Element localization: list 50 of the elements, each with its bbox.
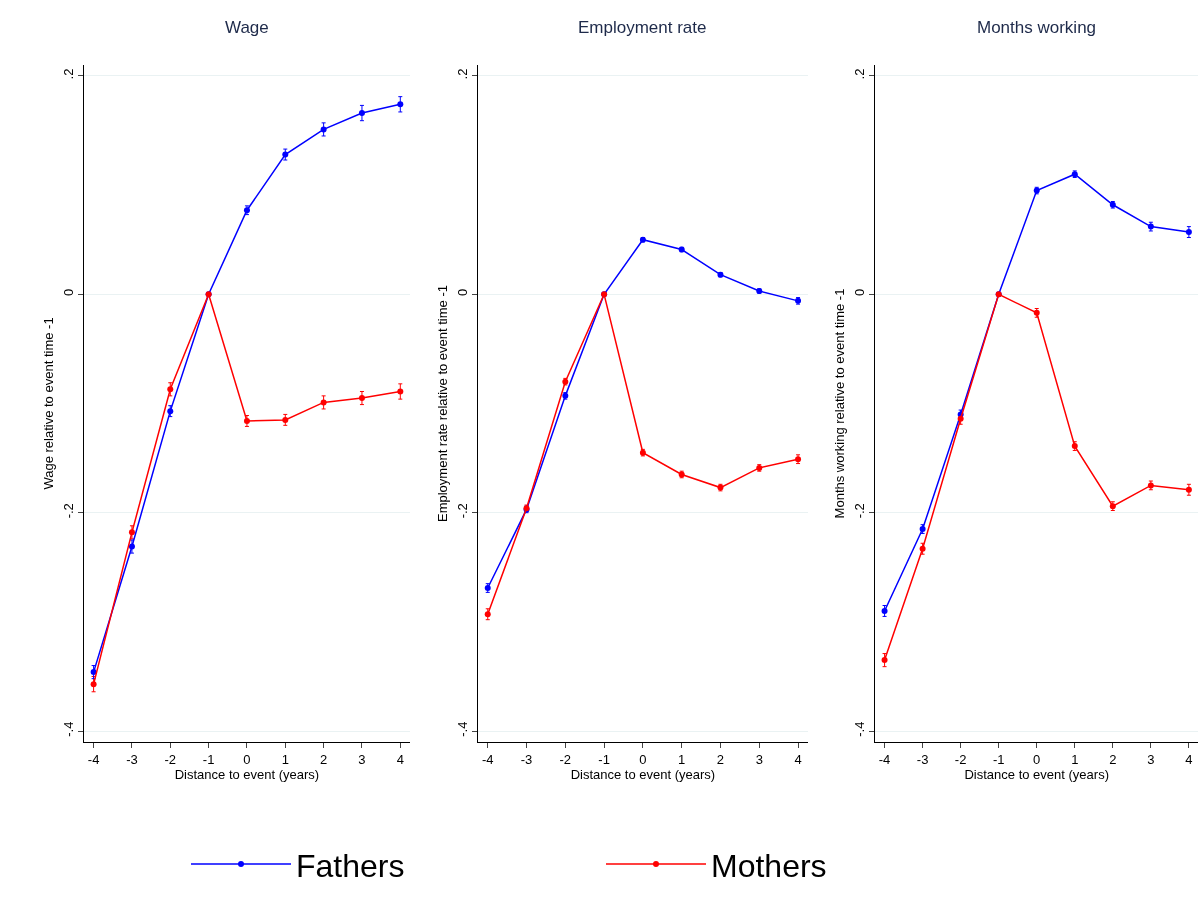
x-axis-title: Distance to event (years)	[174, 766, 320, 782]
chart-title: Months working	[977, 18, 1097, 37]
x-tick-label: 0	[243, 751, 251, 767]
x-axis-title: Distance to event (years)	[964, 766, 1109, 782]
x-tick-label: 1	[1071, 751, 1079, 767]
x-tick-label: -1	[598, 751, 610, 767]
x-tick-label: 0	[1033, 751, 1041, 767]
x-tick-label: 4	[396, 751, 404, 767]
y-tick-label: -.4	[454, 721, 470, 737]
x-tick-label: 2	[1109, 751, 1117, 767]
y-tick-label: -.2	[851, 503, 867, 519]
x-tick-label: -2	[559, 751, 572, 767]
x-tick-label: -2	[954, 751, 967, 767]
x-tick-label: 2	[320, 751, 328, 767]
y-axis-title: Wage relative to event time -1	[40, 317, 56, 490]
x-tick-label: 3	[755, 751, 763, 767]
y-axis-title: Employment rate relative to event time -1	[434, 285, 450, 522]
y-tick-label: -.2	[454, 503, 470, 519]
y-tick-label: -.2	[60, 503, 76, 519]
y-tick-label: -.4	[60, 721, 76, 737]
x-tick-label: -1	[202, 751, 215, 767]
chart-title: Employment rate	[578, 18, 707, 37]
x-axis-title: Distance to event (years)	[570, 766, 716, 782]
x-tick-label: 2	[716, 751, 725, 767]
x-tick-label: -2	[164, 751, 177, 767]
legend-label: Mothers	[711, 847, 827, 884]
x-tick-label: 4	[794, 751, 802, 767]
chart-title: Wage	[225, 18, 269, 37]
y-tick-label: 0	[60, 288, 76, 296]
x-tick-label: -1	[992, 751, 1005, 767]
x-tick-label: -4	[87, 751, 100, 767]
x-tick-label: 1	[281, 751, 289, 767]
x-tick-label: -3	[916, 751, 929, 767]
y-tick-label: -.4	[851, 721, 867, 737]
x-tick-label: 0	[639, 751, 647, 767]
y-tick-label: .2	[851, 68, 867, 80]
x-tick-label: -3	[126, 751, 138, 767]
x-tick-label: 1	[678, 751, 686, 767]
legend-label: Fathers	[296, 847, 405, 884]
x-tick-label: 3	[358, 751, 366, 767]
y-axis-title: Months working relative to event time -1	[831, 288, 847, 519]
x-tick-label: 3	[1147, 751, 1155, 767]
y-tick-label: 0	[851, 288, 867, 296]
y-tick-label: .2	[454, 68, 470, 80]
y-tick-label: .2	[60, 68, 76, 80]
x-tick-label: -4	[481, 751, 494, 767]
y-tick-label: 0	[454, 288, 470, 296]
x-tick-label: 4	[1185, 751, 1193, 767]
x-tick-label: -3	[520, 751, 533, 767]
x-tick-label: -4	[878, 751, 891, 767]
